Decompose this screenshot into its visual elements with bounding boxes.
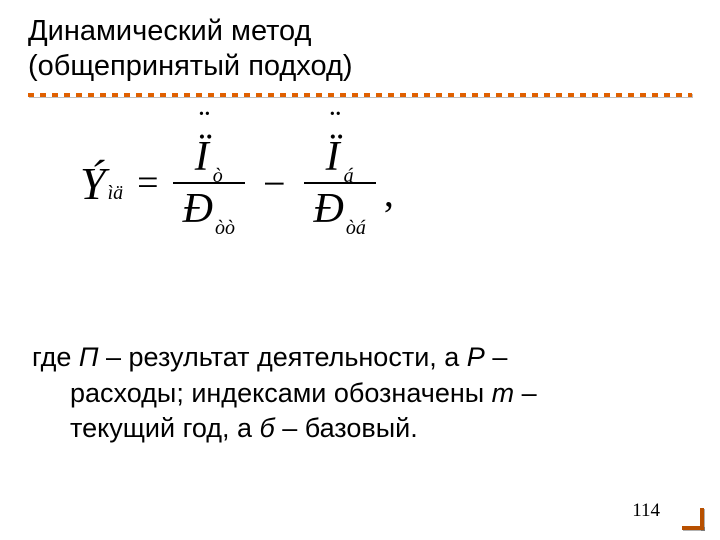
corner-ornament-icon: [682, 508, 704, 530]
fraction-1: Ï ò Ð òò: [173, 132, 245, 234]
body-it-1: П: [79, 342, 99, 372]
frac1-den: Ð òò: [173, 184, 245, 234]
title-block: Динамический метод (общепринятый подход): [0, 0, 720, 103]
body-l3b: – базовый.: [275, 413, 418, 443]
formula-row: Ý ìä = Ï ò Ð òò −: [80, 132, 640, 234]
body-it-2: Р: [467, 342, 485, 372]
body-l1a: где: [32, 342, 79, 372]
slide-title: Динамический метод (общепринятый подход): [28, 14, 692, 85]
body-l2b: –: [514, 378, 537, 408]
frac2-num: Ï á: [316, 132, 364, 182]
minus-sign: −: [245, 160, 304, 207]
trailing-comma: ,: [376, 169, 394, 234]
body-l3a: текущий год, а: [70, 413, 260, 443]
body-l1c: –: [485, 342, 508, 372]
frac1-den-sub: òò: [213, 218, 235, 238]
frac2-num-var: Ï: [326, 136, 340, 178]
frac2-num-sub: á: [340, 166, 354, 186]
frac2-den-var: Ð: [314, 188, 344, 230]
body-l1b: – результат деятельности, а: [99, 342, 467, 372]
fraction-2: Ï á Ð òá: [304, 132, 376, 234]
frac1-num: Ï ò: [185, 132, 233, 182]
lhs-var-glyph: Ý: [80, 158, 106, 209]
body-l2a: расходы; индексами обозначены: [70, 378, 492, 408]
title-underline: [28, 93, 692, 97]
frac2-den: Ð òá: [304, 184, 376, 234]
frac1-num-sub: ò: [209, 166, 223, 186]
page-number: 114: [632, 500, 660, 522]
slide: Динамический метод (общепринятый подход)…: [0, 0, 720, 540]
body-text: где П – результат деятельности, а Р – ра…: [32, 340, 688, 447]
frac1-den-var: Ð: [183, 188, 213, 230]
formula: Ý ìä = Ï ò Ð òò −: [80, 132, 640, 234]
title-line-1: Динамический метод: [28, 15, 311, 47]
body-it-3: т: [492, 378, 515, 408]
body-it-4: б: [260, 413, 275, 443]
lhs-var: Ý: [80, 157, 106, 210]
equals-sign: =: [123, 161, 172, 205]
lhs-sub: ìä: [106, 182, 124, 205]
title-line-2: (общепринятый подход): [28, 50, 353, 82]
frac1-num-var: Ï: [195, 136, 209, 178]
frac2-den-sub: òá: [344, 218, 366, 238]
